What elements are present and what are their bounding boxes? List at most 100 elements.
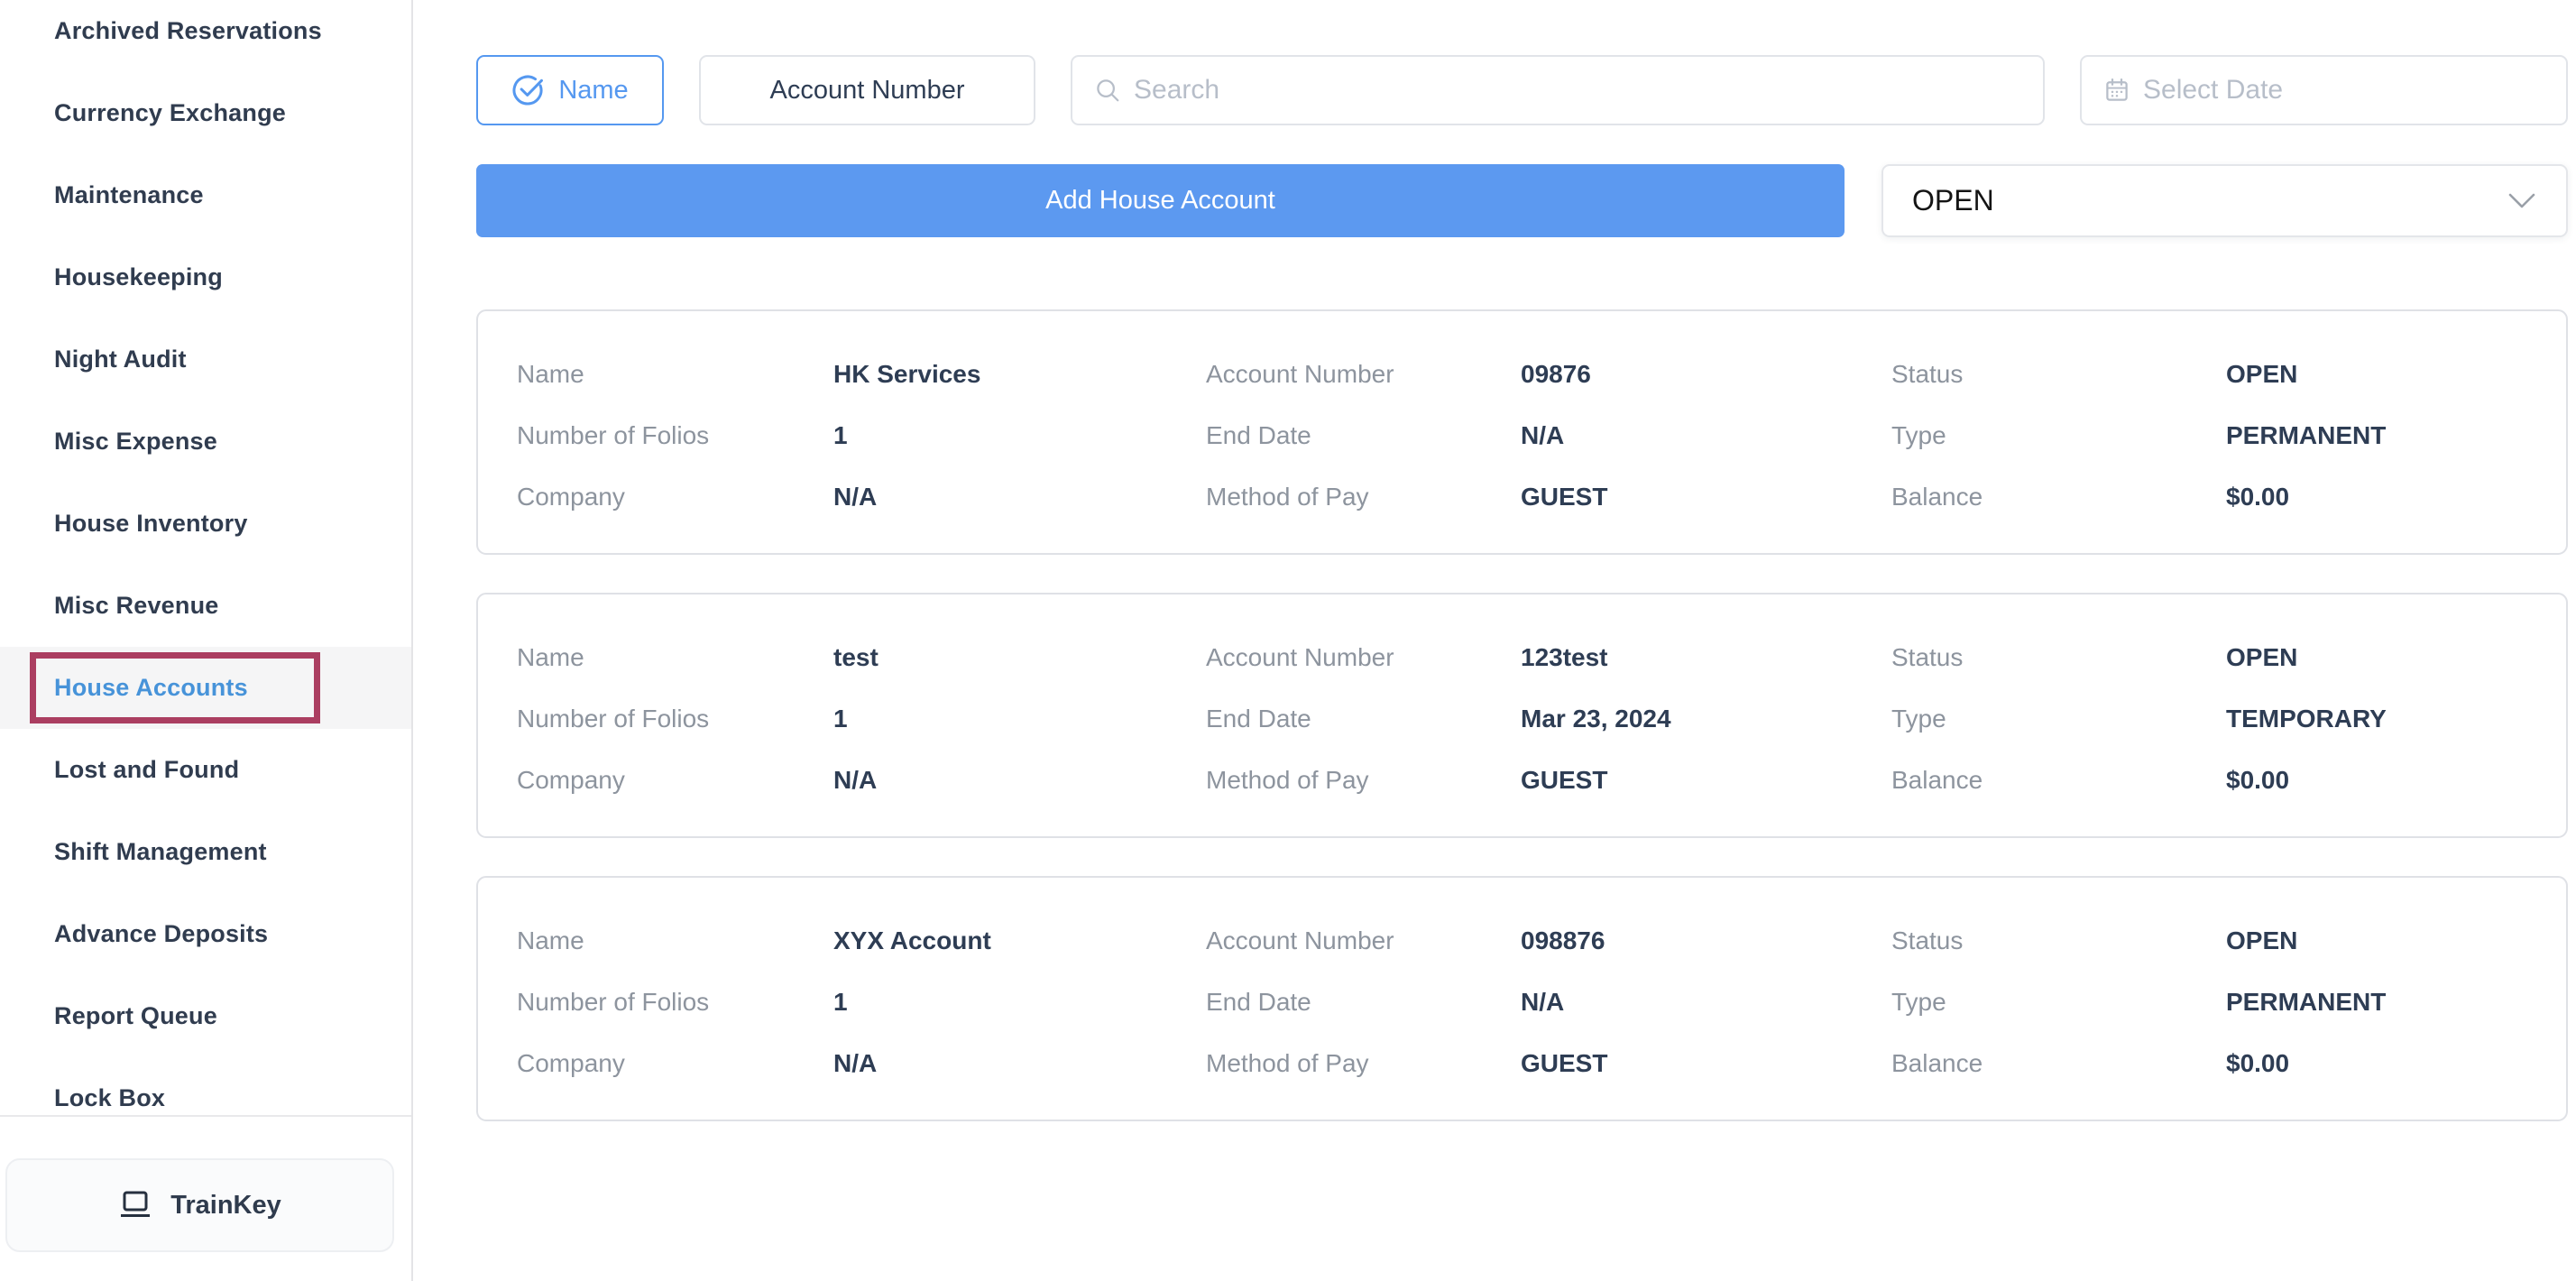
company-value: N/A (833, 1049, 878, 1077)
method-of-pay-value: GUEST (1521, 483, 1608, 511)
account-number-value: 09876 (1521, 360, 1591, 388)
sidebar-item-report-queue[interactable]: Report Queue (0, 975, 411, 1057)
field-label: Company (517, 1049, 625, 1077)
field-label: Name (517, 926, 584, 954)
sidebar-item-misc-revenue[interactable]: Misc Revenue (0, 565, 411, 647)
field-label: Method of Pay (1206, 766, 1369, 794)
folios-value: 1 (833, 988, 848, 1016)
field-label: Account Number (1206, 926, 1394, 954)
sidebar-item-house-inventory[interactable]: House Inventory (0, 483, 411, 565)
end-date-value: N/A (1521, 988, 1565, 1016)
status-filter-dropdown[interactable]: OPEN (1881, 164, 2568, 237)
status-filter-value: OPEN (1912, 184, 1994, 217)
account-name-value: test (833, 643, 879, 671)
trainkey-button[interactable]: TrainKey (5, 1158, 394, 1252)
sidebar-item-label: Lost and Found (54, 756, 240, 783)
sidebar-item-label: Lock Box (54, 1084, 166, 1111)
sidebar-item-advance-deposits[interactable]: Advance Deposits (0, 893, 411, 975)
date-field (2080, 55, 2568, 125)
field-label: Account Number (1206, 643, 1394, 671)
folios-value: 1 (833, 421, 848, 449)
search-field (1071, 55, 2045, 125)
laptop-icon (118, 1190, 152, 1221)
filter-by-name-button[interactable]: Name (476, 55, 664, 125)
add-house-account-button[interactable]: Add House Account (476, 164, 1845, 237)
sidebar-item-lost-and-found[interactable]: Lost and Found (0, 729, 411, 811)
house-account-card[interactable]: Name XYX Account Account Number 098876 S… (476, 876, 2568, 1121)
select-date-input[interactable] (2143, 59, 2566, 122)
method-of-pay-value: GUEST (1521, 1049, 1608, 1077)
status-value: OPEN (2226, 643, 2298, 671)
balance-value: $0.00 (2226, 766, 2290, 794)
search-input[interactable] (1134, 59, 2043, 122)
field-label: Type (1891, 421, 1946, 449)
field-label: Company (517, 766, 625, 794)
sidebar-item-label: House Accounts (54, 674, 248, 701)
sidebar-item-currency-exchange[interactable]: Currency Exchange (0, 72, 411, 154)
field-label: Status (1891, 926, 1964, 954)
sidebar-item-misc-expense[interactable]: Misc Expense (0, 401, 411, 483)
field-label: Method of Pay (1206, 1049, 1369, 1077)
status-value: OPEN (2226, 926, 2298, 954)
sidebar-footer: TrainKey (0, 1115, 411, 1281)
filter-by-name-label: Name (558, 75, 629, 105)
sidebar-item-lock-box[interactable]: Lock Box (0, 1057, 411, 1139)
sidebar-item-label: House Inventory (54, 510, 248, 537)
filter-by-account-number-button[interactable]: Account Number (699, 55, 1035, 125)
field-label: Status (1891, 643, 1964, 671)
field-label: End Date (1206, 705, 1311, 733)
field-label: Account Number (1206, 360, 1394, 388)
calendar-icon (2103, 77, 2130, 104)
field-label: Balance (1891, 483, 1983, 511)
sidebar: Archived Reservations Currency Exchange … (0, 0, 413, 1281)
type-value: TEMPORARY (2226, 705, 2387, 733)
field-label: Number of Folios (517, 705, 710, 733)
sidebar-nav: Archived Reservations Currency Exchange … (0, 0, 411, 1139)
method-of-pay-value: GUEST (1521, 766, 1608, 794)
type-value: PERMANENT (2226, 988, 2387, 1016)
sidebar-item-label: Archived Reservations (54, 17, 322, 44)
sidebar-item-house-accounts[interactable]: House Accounts (0, 647, 411, 729)
account-name-value: XYX Account (833, 926, 991, 954)
field-label: Method of Pay (1206, 483, 1369, 511)
field-label: Name (517, 360, 584, 388)
status-value: OPEN (2226, 360, 2298, 388)
field-label: Balance (1891, 766, 1983, 794)
sidebar-item-housekeeping[interactable]: Housekeeping (0, 236, 411, 318)
balance-value: $0.00 (2226, 1049, 2290, 1077)
field-label: Type (1891, 705, 1946, 733)
check-circle-icon (511, 74, 544, 106)
account-number-value: 098876 (1521, 926, 1605, 954)
main-content: Name Account Number (415, 0, 2576, 1281)
folios-value: 1 (833, 705, 848, 733)
action-row: Add House Account OPEN (476, 164, 2568, 237)
sidebar-item-night-audit[interactable]: Night Audit (0, 318, 411, 401)
sidebar-item-shift-management[interactable]: Shift Management (0, 811, 411, 893)
field-label: Number of Folios (517, 988, 710, 1016)
sidebar-item-label: Night Audit (54, 346, 187, 373)
field-label: Status (1891, 360, 1964, 388)
field-label: End Date (1206, 421, 1311, 449)
sidebar-item-archived-reservations[interactable]: Archived Reservations (0, 0, 411, 72)
chevron-down-icon (2507, 191, 2537, 211)
filter-by-account-number-label: Account Number (769, 75, 965, 105)
sidebar-item-label: Misc Expense (54, 428, 217, 455)
house-account-card[interactable]: Name HK Services Account Number 09876 St… (476, 309, 2568, 555)
sidebar-item-label: Shift Management (54, 838, 267, 865)
sidebar-item-label: Advance Deposits (54, 920, 269, 947)
sidebar-item-label: Currency Exchange (54, 99, 286, 126)
house-accounts-list: Name HK Services Account Number 09876 St… (476, 309, 2568, 1121)
field-label: Type (1891, 988, 1946, 1016)
field-label: Balance (1891, 1049, 1983, 1077)
trainkey-label: TrainKey (170, 1190, 281, 1220)
sidebar-item-label: Report Queue (54, 1002, 217, 1029)
sidebar-item-maintenance[interactable]: Maintenance (0, 154, 411, 236)
filter-row: Name Account Number (476, 55, 2568, 125)
type-value: PERMANENT (2226, 421, 2387, 449)
house-account-card[interactable]: Name test Account Number 123test Status … (476, 593, 2568, 838)
company-value: N/A (833, 483, 878, 511)
field-label: Name (517, 643, 584, 671)
account-name-value: HK Services (833, 360, 981, 388)
search-icon (1094, 77, 1121, 104)
